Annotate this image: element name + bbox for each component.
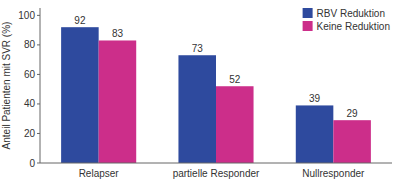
legend-swatch <box>303 21 313 31</box>
legend-item: Keine Reduktion <box>303 21 390 32</box>
bar <box>216 86 254 163</box>
legend: RBV Reduktion Keine Reduktion <box>303 8 390 32</box>
y-axis-line <box>40 8 41 163</box>
y-tick <box>37 44 40 45</box>
bar <box>333 120 371 163</box>
legend-label: Keine Reduktion <box>317 21 390 32</box>
bar <box>61 27 99 163</box>
y-tick-label: 40 <box>24 98 36 109</box>
y-tick <box>37 74 40 75</box>
data-label: 52 <box>229 74 241 85</box>
x-tick-label: partielle Responder <box>173 168 260 179</box>
y-tick-label: 80 <box>24 39 36 50</box>
y-tick <box>37 133 40 134</box>
bars <box>61 27 371 163</box>
page: {"chart_data": {"type": "bar", "categori… <box>0 0 400 183</box>
y-tick-label: 60 <box>24 69 36 80</box>
data-label: 39 <box>309 93 321 104</box>
bar <box>99 40 137 163</box>
data-label: 29 <box>347 108 359 119</box>
y-axis-label: Anteil Patienten mit SVR (%) <box>1 22 12 150</box>
y-tick <box>37 103 40 104</box>
y-tick-label: 0 <box>29 158 35 169</box>
data-label: 83 <box>112 28 124 39</box>
legend-item: RBV Reduktion <box>303 8 385 19</box>
legend-label: RBV Reduktion <box>317 8 385 19</box>
x-tick-label: Relapser <box>79 168 120 179</box>
y-tick-label: 20 <box>24 128 36 139</box>
y-tick-label: 100 <box>18 10 35 21</box>
x-tick-label: Nullresponder <box>302 168 365 179</box>
bar <box>178 55 216 163</box>
y-tick <box>37 15 40 16</box>
bar <box>296 105 334 163</box>
x-axis-line <box>40 163 392 164</box>
chart: 92 73 39 83 52 29 0 20 40 60 80 100 Relapser partiell… <box>0 0 400 183</box>
legend-swatch <box>303 8 313 18</box>
data-label: 92 <box>74 15 86 26</box>
data-label: 73 <box>192 43 204 54</box>
y-tick <box>37 163 40 164</box>
